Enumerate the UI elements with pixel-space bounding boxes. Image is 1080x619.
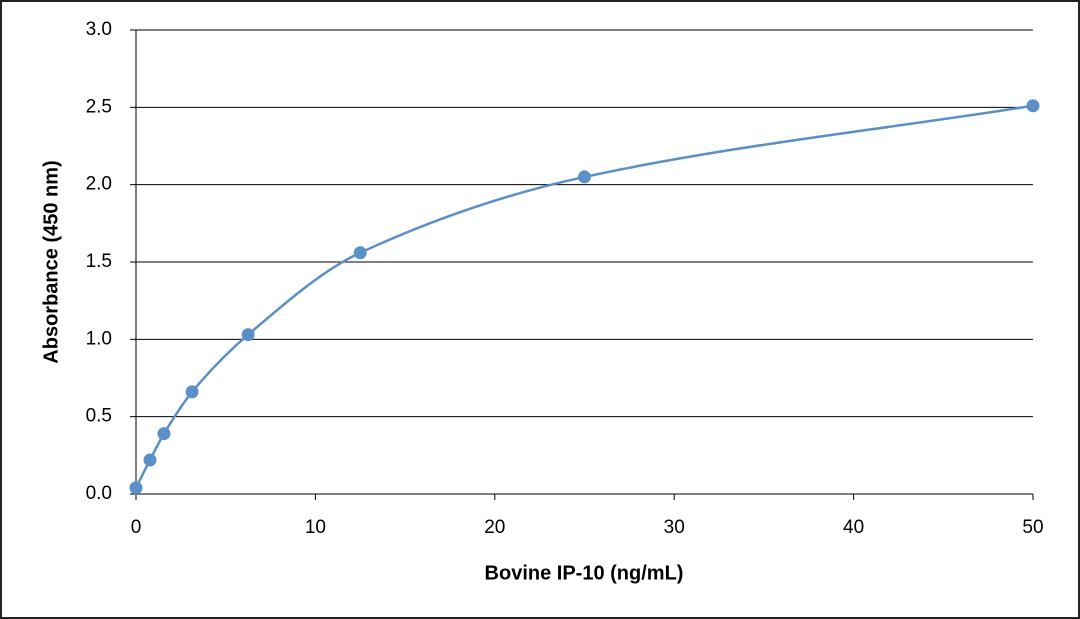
curve: [134, 104, 1034, 489]
point: [241, 328, 255, 342]
point: [578, 170, 591, 184]
y-tick-label: 0.0: [86, 483, 112, 504]
x-tick-label: 0: [131, 517, 142, 538]
y-tick-label: 0.5: [86, 406, 112, 427]
point: [129, 481, 143, 495]
y-axis-label: Absorbance (450 nm): [40, 160, 62, 363]
x-tick-label: 30: [664, 517, 685, 538]
y-tick-label: 1.5: [86, 251, 112, 272]
point: [157, 427, 171, 441]
point: [1026, 99, 1040, 113]
x-axis-label: Bovine IP-10 (ng/mL): [485, 562, 684, 584]
y-tick-label: 1.0: [86, 328, 112, 349]
x-tick-label: 10: [305, 517, 326, 538]
y-tick-label: 2.5: [86, 96, 112, 117]
x-tick-label: 20: [484, 517, 505, 538]
y-tick-label: 2.0: [86, 174, 112, 195]
y-tick-label: 3.0: [86, 19, 112, 40]
x-tick-label: 50: [1022, 517, 1043, 538]
point: [353, 246, 367, 260]
point: [143, 453, 157, 467]
point: [185, 385, 199, 399]
x-tick-label: 40: [843, 517, 864, 538]
